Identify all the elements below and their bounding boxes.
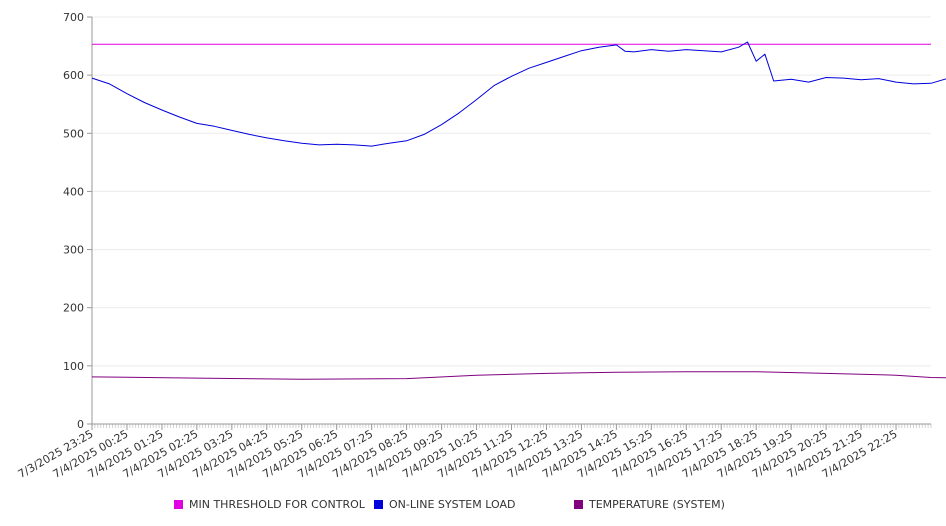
chart-legend: MIN THRESHOLD FOR CONTROL ON-LINE SYSTEM… xyxy=(0,498,946,518)
legend-label-temperature: TEMPERATURE (SYSTEM) xyxy=(589,498,725,511)
x-axis: 7/3/2025 23:257/4/2025 00:257/4/2025 01:… xyxy=(16,423,931,481)
y-axis: 0 100 200 300 400 500 600 700 xyxy=(63,11,93,431)
legend-item-temperature: TEMPERATURE (SYSTEM) xyxy=(574,498,725,511)
series-line-2 xyxy=(91,371,946,380)
legend-swatch-min-threshold xyxy=(174,500,183,509)
y-tick-label: 100 xyxy=(63,360,84,373)
series-lines xyxy=(91,41,946,380)
y-tick-label: 300 xyxy=(63,244,84,257)
legend-label-min-threshold: MIN THRESHOLD FOR CONTROL xyxy=(189,498,365,511)
y-tick-label: 400 xyxy=(63,185,84,198)
legend-swatch-temperature xyxy=(574,500,583,509)
grid-lines xyxy=(92,16,931,425)
y-tick-label: 0 xyxy=(77,418,84,431)
y-tick-label: 600 xyxy=(63,69,84,82)
x-minor-ticks xyxy=(91,424,932,428)
y-tick-label: 500 xyxy=(63,127,84,140)
y-tick-label: 200 xyxy=(63,302,84,315)
legend-item-min-threshold: MIN THRESHOLD FOR CONTROL xyxy=(174,498,365,511)
legend-swatch-system-load xyxy=(374,500,383,509)
legend-item-system-load: ON-LINE SYSTEM LOAD xyxy=(374,498,515,511)
series-line-1 xyxy=(91,41,946,147)
legend-label-system-load: ON-LINE SYSTEM LOAD xyxy=(389,498,516,511)
y-tick-label: 700 xyxy=(63,11,84,24)
